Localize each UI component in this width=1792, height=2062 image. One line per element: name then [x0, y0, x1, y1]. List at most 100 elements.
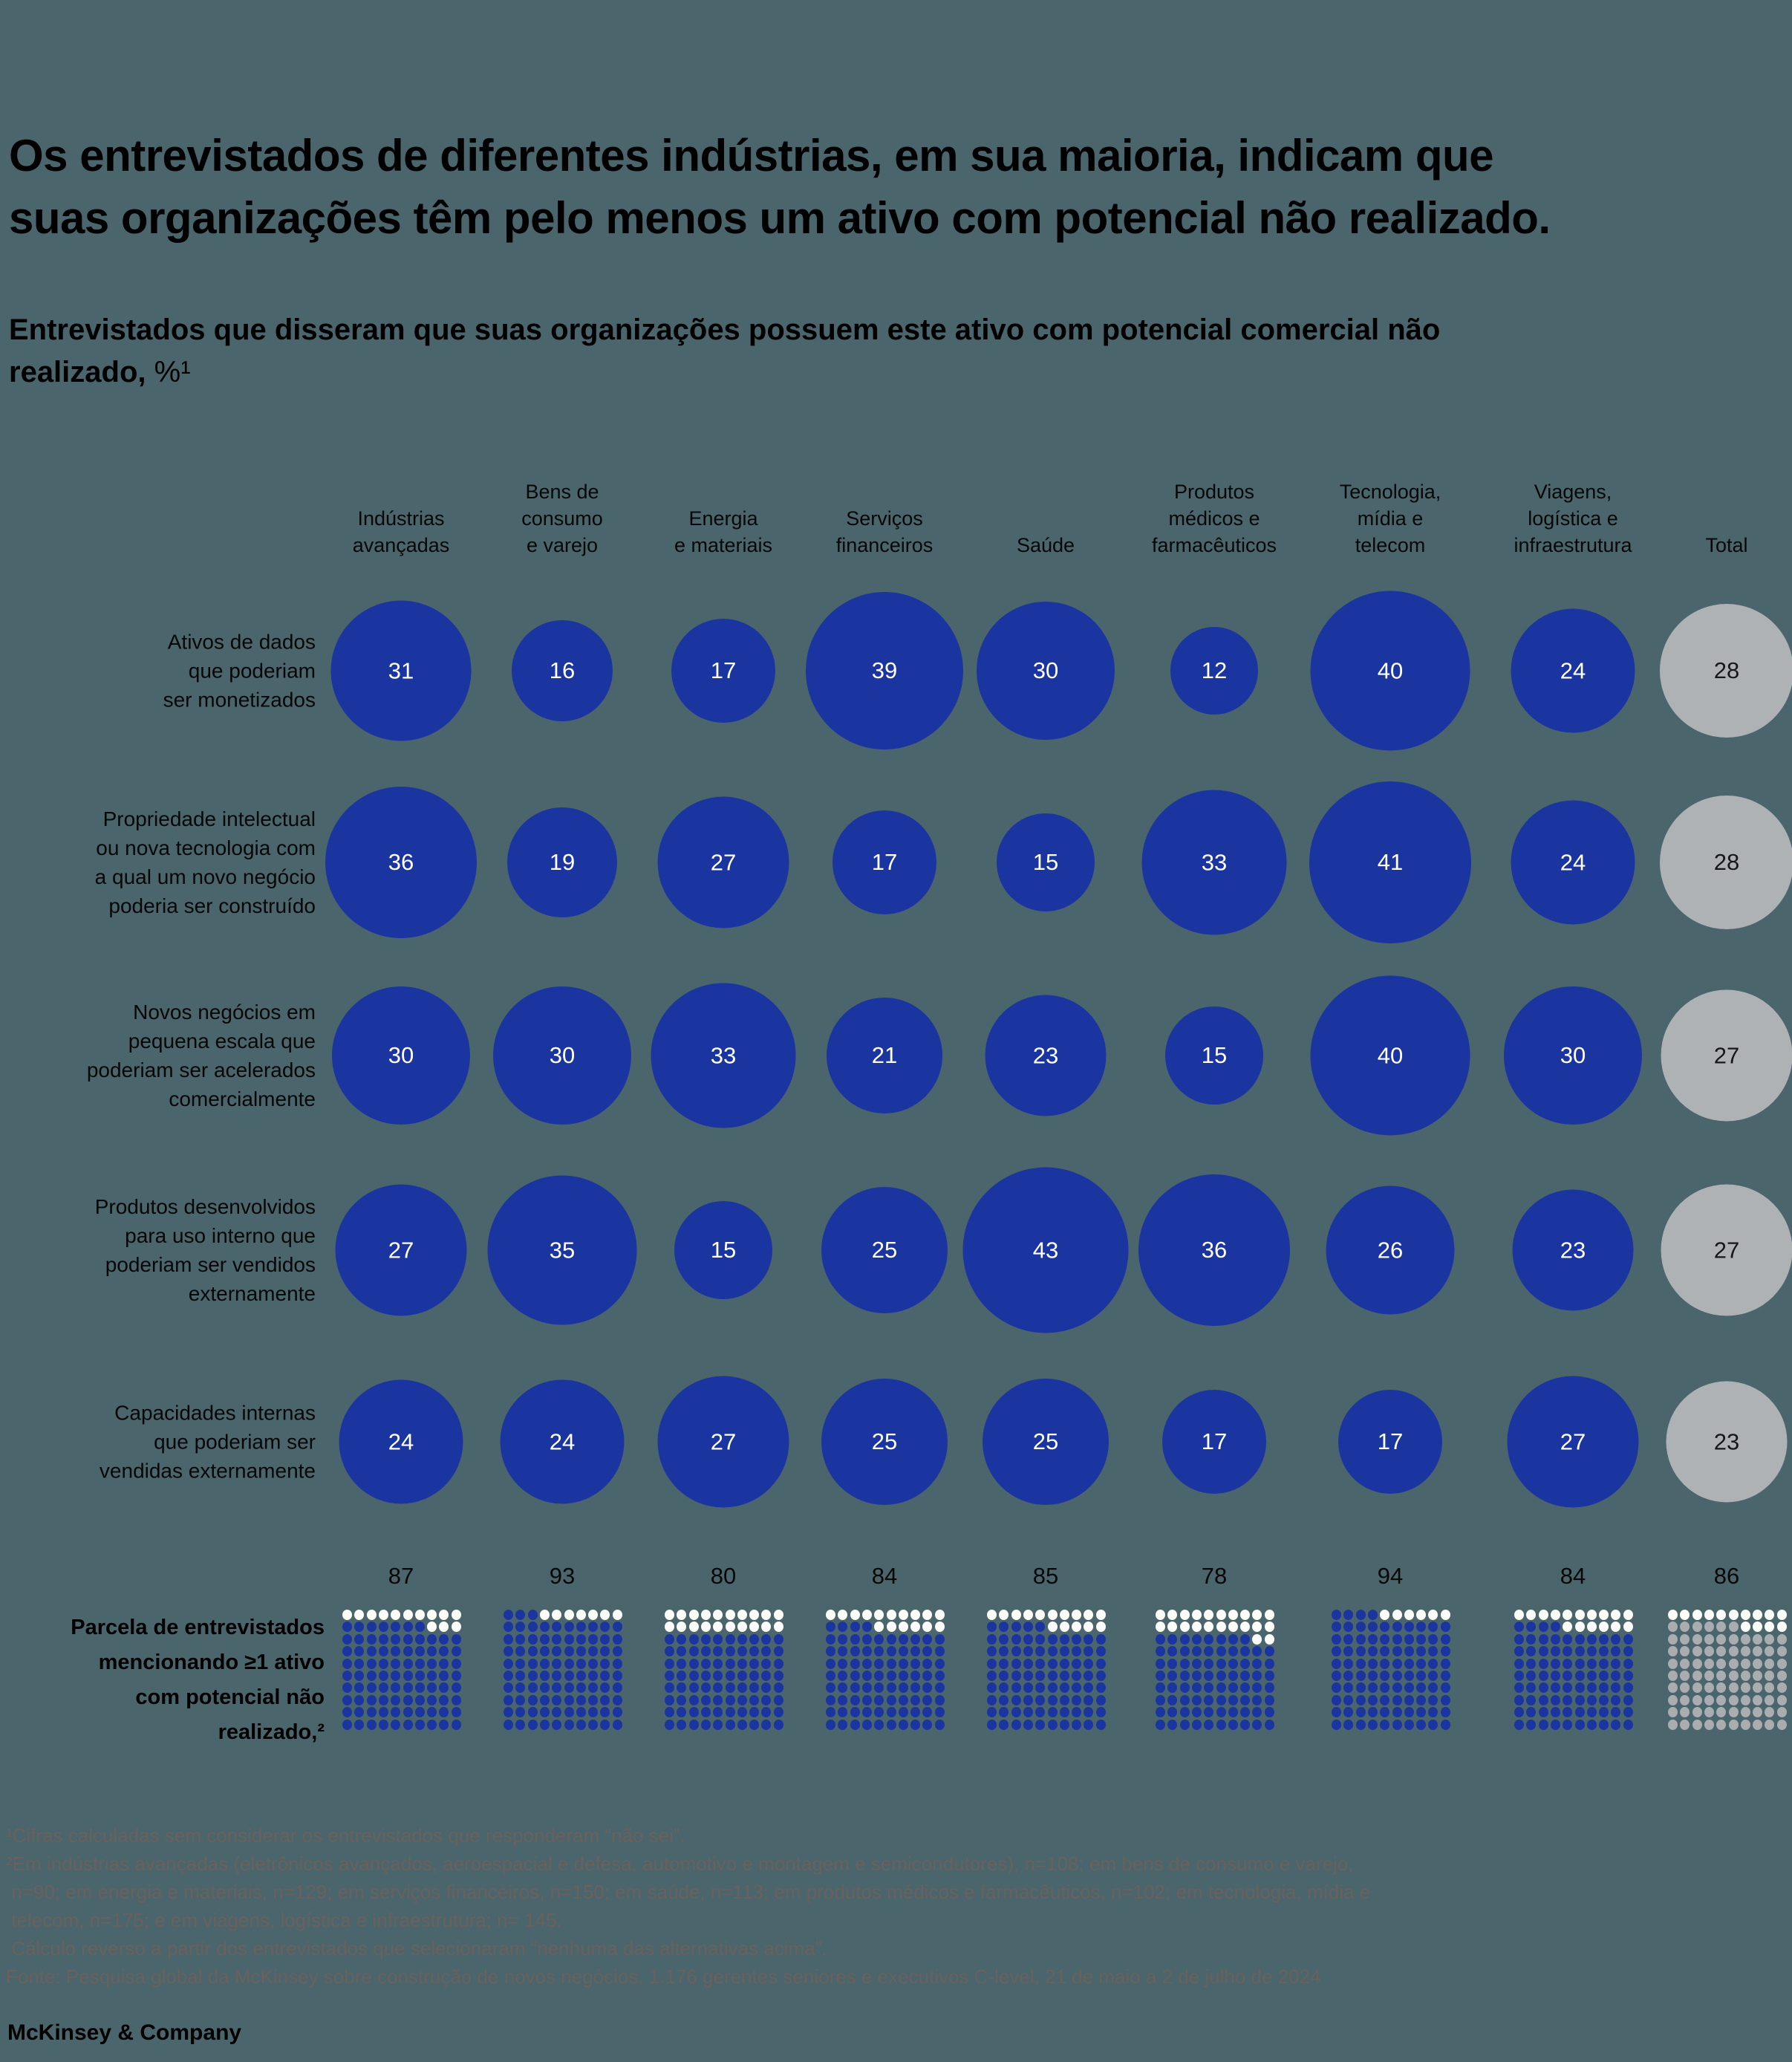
waffle-dot — [515, 1671, 526, 1681]
waffle-dot — [391, 1682, 401, 1694]
waffle-dot — [1047, 1646, 1058, 1657]
bubble: 17 — [1162, 1390, 1266, 1494]
waffle-dot — [1776, 1707, 1787, 1718]
waffle-dot — [934, 1622, 945, 1633]
waffle-dot — [1586, 1707, 1597, 1718]
waffle-dot — [612, 1658, 622, 1669]
bubble: 26 — [1326, 1186, 1455, 1315]
waffle-dot — [1095, 1610, 1106, 1620]
waffle-dot — [665, 1694, 674, 1705]
waffle-dot — [439, 1682, 449, 1694]
waffle-dot — [1084, 1622, 1094, 1633]
waffle-value: 78 — [1201, 1563, 1228, 1589]
waffle-dot — [1680, 1719, 1690, 1730]
waffle-dot — [439, 1658, 449, 1669]
waffle-dot — [427, 1694, 437, 1705]
waffle-dot — [898, 1622, 908, 1633]
waffle-dot — [1167, 1707, 1178, 1718]
waffle-dot — [1668, 1671, 1678, 1681]
waffle-dot — [1343, 1694, 1354, 1705]
waffle-dot — [612, 1707, 622, 1718]
waffle-dot — [1692, 1646, 1702, 1657]
waffle-dot — [552, 1658, 562, 1669]
waffle-dot — [1047, 1694, 1058, 1705]
waffle-dot — [1599, 1610, 1609, 1620]
waffle-dot — [1538, 1610, 1548, 1620]
waffle-dot — [1440, 1671, 1450, 1681]
waffle-dot — [342, 1707, 352, 1718]
waffle-dot — [1550, 1671, 1560, 1681]
waffle-dot — [1574, 1719, 1585, 1730]
bubble: 36 — [325, 787, 477, 938]
waffle-dot — [1563, 1707, 1573, 1718]
waffle-dot — [1753, 1658, 1763, 1669]
waffle-dot — [1514, 1610, 1524, 1620]
waffle-value: 84 — [1560, 1563, 1586, 1589]
waffle-dot — [1095, 1622, 1106, 1633]
waffle-dot — [1538, 1622, 1548, 1633]
waffle-dot — [749, 1610, 760, 1620]
waffle-value: 94 — [1377, 1563, 1404, 1589]
waffle-dot — [1704, 1610, 1714, 1620]
waffle-grid — [986, 1609, 1106, 1730]
waffle-dot — [1776, 1694, 1787, 1705]
waffle-dot — [737, 1633, 747, 1645]
waffle-dot — [1404, 1658, 1414, 1669]
waffle-dot — [861, 1610, 872, 1620]
waffle-dot — [688, 1707, 699, 1718]
bubble: 39 — [806, 592, 963, 749]
footnote-line: ¹Cifras calculadas sem considerar os ent… — [6, 1824, 685, 1847]
waffle-dot — [910, 1694, 921, 1705]
waffle-dot — [999, 1671, 1009, 1681]
waffle-dot — [1753, 1633, 1763, 1645]
waffle-dot — [1563, 1622, 1573, 1633]
waffle-dot — [898, 1694, 908, 1705]
bubble: 23 — [1666, 1381, 1788, 1503]
footnote-line: ²Em indústrias avançadas (eletrônicos av… — [6, 1853, 1354, 1875]
waffle-dot — [1156, 1682, 1165, 1694]
waffle-dot — [391, 1671, 401, 1681]
waffle-dot — [588, 1694, 599, 1705]
footnote-line: Cálculo reverso a partir dos entrevistad… — [6, 1937, 827, 1959]
waffle-dot — [1011, 1622, 1021, 1633]
waffle-dot — [1704, 1633, 1714, 1645]
waffle-dot — [342, 1622, 352, 1633]
waffle-dot — [378, 1707, 388, 1718]
waffle-dot — [886, 1694, 896, 1705]
waffle-dot — [1574, 1633, 1585, 1645]
waffle-dot — [576, 1671, 586, 1681]
waffle-dot — [1404, 1646, 1414, 1657]
waffle-dot — [1072, 1707, 1082, 1718]
waffle-dot — [1084, 1707, 1094, 1718]
waffle-dot — [1599, 1622, 1609, 1633]
waffle-dot — [1167, 1671, 1178, 1681]
waffle-dot — [987, 1707, 997, 1718]
waffle-dot — [1765, 1622, 1775, 1633]
waffle-dot — [439, 1646, 449, 1657]
waffle-dot — [1252, 1682, 1262, 1694]
waffle-dot — [366, 1694, 377, 1705]
waffle-dot — [1668, 1633, 1678, 1645]
waffle-dot — [1526, 1658, 1537, 1669]
waffle-dot — [552, 1694, 562, 1705]
chart-subtitle: Entrevistados que disseram que suas orga… — [9, 309, 1747, 394]
waffle-dot — [677, 1682, 687, 1694]
waffle-dot — [1191, 1694, 1202, 1705]
waffle-dot — [1023, 1671, 1033, 1681]
waffle-dot — [439, 1610, 449, 1620]
waffle-dot — [588, 1671, 599, 1681]
waffle-dot — [1514, 1682, 1524, 1694]
waffle-dot — [451, 1719, 461, 1730]
waffle-dot — [527, 1694, 538, 1705]
bubble-value: 28 — [1713, 849, 1740, 875]
waffle-dot — [700, 1622, 711, 1633]
waffle-dot — [1332, 1707, 1341, 1718]
waffle-dot — [564, 1694, 574, 1705]
waffle-dot — [1416, 1646, 1427, 1657]
bubble-value: 23 — [1713, 1428, 1740, 1454]
waffle-dot — [1586, 1671, 1597, 1681]
waffle-dot — [1668, 1682, 1678, 1694]
waffle-dot — [1332, 1633, 1341, 1645]
waffle-dot — [1332, 1646, 1341, 1657]
waffle-dot — [515, 1719, 526, 1730]
